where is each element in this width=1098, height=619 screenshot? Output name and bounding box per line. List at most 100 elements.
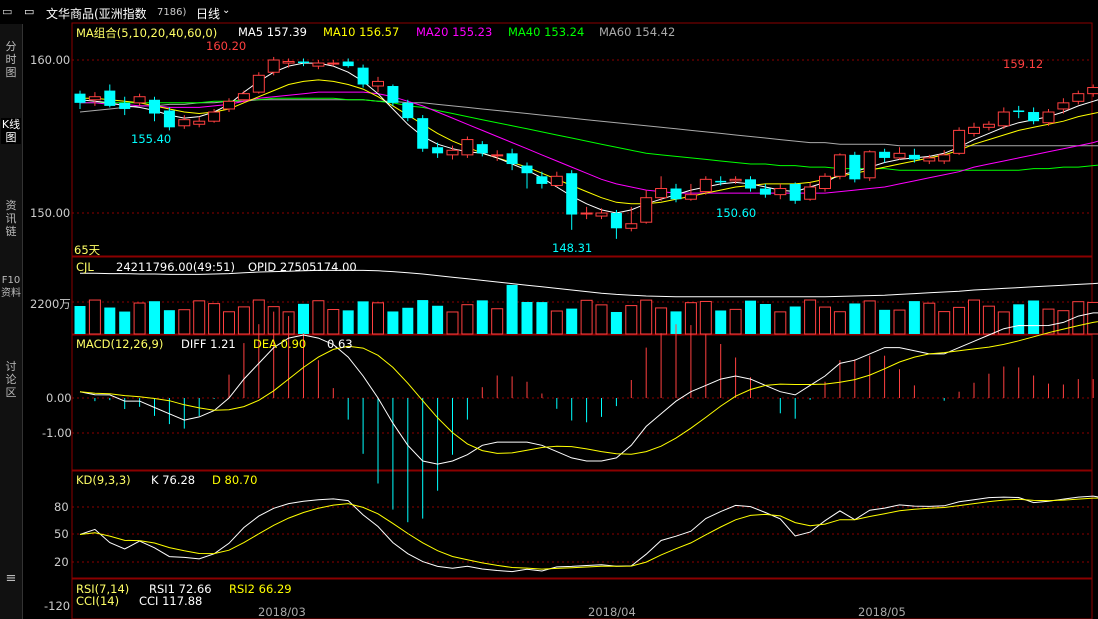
opid-value: OPID 27505174.00 [248,260,357,274]
volume-bar [982,305,995,335]
tab-kline[interactable]: K线图 [1,118,21,144]
dea-line [79,321,1098,455]
tab-timeshare[interactable]: 分时图 [1,40,21,79]
volume-bar [536,302,548,334]
candle-body-down [521,165,533,174]
days-count: 65天 [74,243,101,257]
candle-body-up [938,154,951,162]
tab-news[interactable]: 资讯链 [1,199,21,238]
candle-body-up [1072,93,1085,102]
ma-label[interactable]: MA组合(5,10,20,40,60,0) [76,26,218,40]
volume-bar [893,309,906,335]
ma40-value: MA40 153.24 [508,25,585,39]
candle-body-up [968,126,980,134]
volume-bar [595,304,608,335]
volume-bar [625,305,638,335]
instrument-title: 文华商品(亚洲指数 [46,7,147,21]
moving-average-lines [79,62,1098,214]
candle-body-down [402,102,414,119]
vol-y-tick: 2200万 [30,297,71,311]
x-label-apr: 2018/04 [588,605,636,619]
candle-body-up [833,154,846,177]
candle-body-up [684,194,697,200]
candle-body-up [953,129,966,154]
window-icon[interactable]: ▭ [24,5,35,18]
candle-body-up [446,149,459,156]
high-annotation: 160.20 [206,39,247,53]
rsi1-value: RSI1 72.66 [149,582,212,596]
candle-body-down [342,61,354,67]
candle-body-up [580,212,593,215]
macd-label[interactable]: MACD(12,26,9) [76,337,164,351]
cci-label[interactable]: CCI(14) [76,594,120,608]
tab-label: 分时图 [5,40,17,79]
candle-body-up [1087,87,1098,95]
candle-body-down [745,179,756,189]
volume-bar [789,306,801,334]
rsi2-value: RSI2 66.29 [229,582,292,596]
candle-body-up [133,96,146,104]
volume-bar [506,284,518,334]
k-value: K 76.28 [151,473,196,487]
chevron-down-icon[interactable]: ⌄ [222,5,231,16]
candle-body-down [1013,110,1025,113]
menu-icon[interactable]: ▭ [2,5,13,18]
candle-body-up [267,59,280,73]
candle-body-down [74,93,86,103]
tab-discussion[interactable]: 讨论区 [1,360,21,399]
candle-body-up [982,123,995,128]
volume-bar [342,310,354,334]
kd-y-tick-20: 20 [54,555,69,569]
tab-label: 资讯链 [5,199,17,238]
candle-body-down [506,153,518,165]
candle-body-down [879,151,891,158]
volume-bar [566,308,578,334]
volume-bar [387,311,399,334]
candle-body-up [804,186,817,200]
candle-body-up [327,62,340,65]
candle-body-up [655,188,668,199]
candle-body-down [536,176,548,184]
candle-body-down [759,188,771,195]
volume-bar [312,300,325,335]
volume-bar [610,311,622,334]
macd-y-tick-0: 0.00 [46,391,72,405]
volume-bar [997,311,1010,335]
kd-label[interactable]: KD(9,3,3) [76,473,131,487]
candle-body-down [610,213,622,229]
volume-bar [923,302,936,335]
list-icon[interactable]: ≡ [5,571,17,586]
volume-bar [938,311,951,335]
candle-body-down [163,110,175,128]
period-selector[interactable]: 日线 [196,7,221,21]
volume-bar [119,311,131,334]
candle-body-up [491,154,504,157]
candle-body-up [1057,102,1070,110]
volume-bar [417,300,429,334]
y-tick-160: 160.00 [30,53,71,67]
volume-bar [149,301,160,334]
candle-body-up [997,111,1010,127]
candle-body-down [357,67,369,85]
candle-body-up [208,111,221,122]
kd-y-tick-50: 50 [54,527,69,541]
candlesticks [74,56,1098,239]
candle-body-up [640,197,653,223]
volume-bar [104,307,116,334]
volume-bar [819,306,831,335]
rsi-label[interactable]: RSI(7,14) [76,582,130,596]
candle-body-up [550,175,563,186]
volume-bar [640,299,653,335]
candle-body-down [1028,112,1040,122]
macd-y-tick-neg1: -1.00 [42,426,72,440]
vol-label[interactable]: CJL [76,260,94,274]
candle-body-up [893,152,906,159]
volume-bar [1087,301,1098,335]
d-line [79,497,1098,570]
candle-body-down [715,180,727,183]
tab-f10[interactable]: F10资料 [1,274,21,300]
candle-body-down [566,173,578,215]
ma5-line [79,62,1098,214]
candle-body-down [417,118,429,149]
